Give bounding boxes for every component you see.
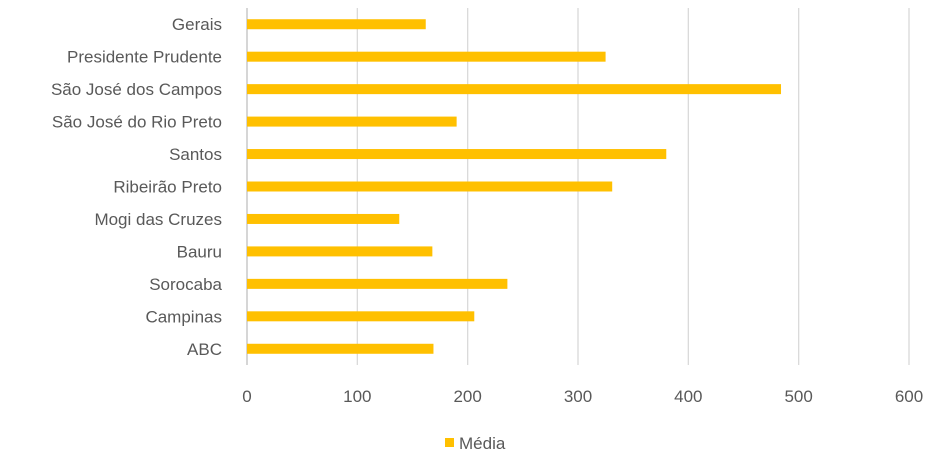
- category-label: Santos: [169, 145, 222, 164]
- bar: [247, 181, 613, 192]
- x-tick-labels: 0 100 200 300 400 500 600: [242, 387, 923, 406]
- x-tick-label: 100: [343, 387, 371, 406]
- category-label: Campinas: [145, 307, 222, 326]
- bar: [247, 149, 667, 160]
- bar: [247, 213, 400, 224]
- legend-swatch: [445, 438, 454, 447]
- category-label: Ribeirão Preto: [113, 178, 222, 197]
- bar: [247, 343, 434, 354]
- legend-label-media: Média: [459, 434, 506, 453]
- bars: [247, 19, 782, 354]
- legend: Média: [445, 434, 506, 453]
- bar: [247, 51, 606, 62]
- category-label: Sorocaba: [149, 275, 222, 294]
- category-labels: ABC Campinas Sorocaba Bauru Mogi das Cruzes R…: [51, 15, 223, 359]
- category-label: Bauru: [177, 242, 222, 261]
- category-label: São José dos Campos: [51, 80, 222, 99]
- x-tick-label: 600: [895, 387, 923, 406]
- bar: [247, 116, 457, 127]
- x-tick-label: 400: [674, 387, 702, 406]
- bar: [247, 19, 426, 30]
- x-tick-label: 300: [564, 387, 592, 406]
- x-tick-label: 0: [242, 387, 251, 406]
- category-label: Gerais: [172, 15, 222, 34]
- bar: [247, 311, 475, 322]
- bar: [247, 278, 508, 289]
- bar: [247, 246, 433, 257]
- bar: [247, 84, 782, 95]
- category-label: Presidente Prudente: [67, 48, 222, 67]
- category-label: Mogi das Cruzes: [94, 210, 222, 229]
- x-tick-label: 200: [453, 387, 481, 406]
- x-tick-label: 500: [784, 387, 812, 406]
- category-label: ABC: [187, 340, 222, 359]
- category-label: São José do Rio Preto: [52, 113, 222, 132]
